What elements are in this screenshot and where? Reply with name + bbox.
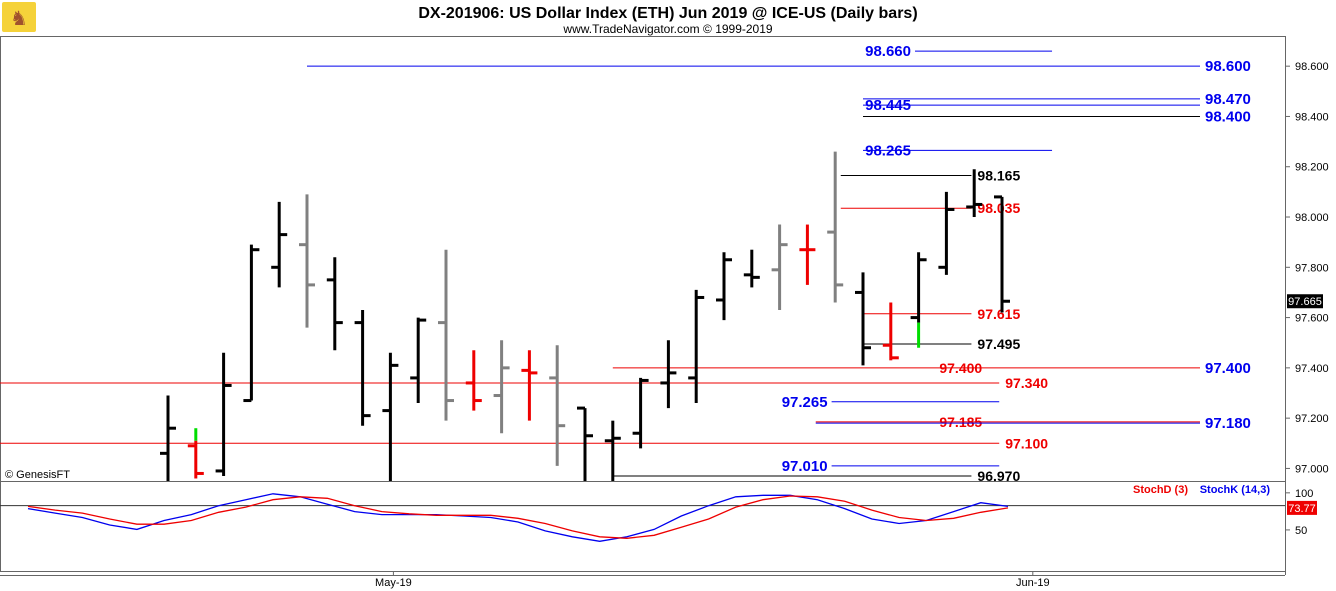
ohlc-bar <box>743 249 760 288</box>
ohlc-bar <box>966 169 983 218</box>
level-label: 98.660 <box>865 43 911 60</box>
price-tick-label: 98.000 <box>1295 212 1329 224</box>
ohlc-bar <box>577 406 593 481</box>
level-label: 97.495 <box>977 336 1020 352</box>
level-label: 97.400 <box>939 360 982 376</box>
ohlc-bar <box>465 350 482 411</box>
stoch-line-blue <box>27 493 1009 542</box>
price-tick-label: 97.600 <box>1295 313 1329 325</box>
level-label: 98.470 <box>1205 91 1251 108</box>
ohlc-bar <box>160 395 176 481</box>
ohlc-bar <box>855 272 871 366</box>
date-tick-label: May-19 <box>375 577 412 589</box>
price-panel-frame <box>0 36 1286 482</box>
price-tick-label: 98.200 <box>1295 162 1329 174</box>
ohlc-bar <box>354 310 371 426</box>
ohlc-bar <box>243 244 260 403</box>
price-tick-label: 97.400 <box>1295 363 1329 375</box>
stoch-tick-label: 100 <box>1295 488 1313 500</box>
level-label: 97.340 <box>1005 375 1048 391</box>
ohlc-bar <box>771 224 788 311</box>
ohlc-bar <box>994 195 1010 313</box>
level-label: 97.100 <box>1005 435 1048 451</box>
stochastic-last-label: 73.77 <box>1288 503 1316 515</box>
ohlc-bar <box>187 428 204 479</box>
level-label: 96.970 <box>977 468 1020 484</box>
stochastic-last-marker: 73.77 <box>1287 500 1317 515</box>
ohlc-bar <box>438 249 454 421</box>
legend-stochd: StochD (3) <box>1133 484 1188 496</box>
level-label: 97.180 <box>1205 415 1251 432</box>
price-tick-label: 98.400 <box>1295 111 1329 123</box>
stochastic-oscillator: 100 50 <box>0 488 1313 542</box>
ohlc-bar <box>882 302 899 361</box>
trade-navigator-logo: ♞ <box>2 2 36 32</box>
ohlc-bar <box>382 352 399 481</box>
level-label: 98.600 <box>1205 58 1251 75</box>
ohlc-bar <box>493 340 510 434</box>
level-label: 98.265 <box>865 142 911 159</box>
level-label: 98.035 <box>977 200 1020 216</box>
genesis-credit: © GenesisFT <box>5 469 70 481</box>
ohlc-bar <box>910 252 927 348</box>
ohlc-bar <box>716 252 732 321</box>
ohlc-bar <box>326 257 343 351</box>
ohlc-bar <box>632 377 649 449</box>
ohlc-bar <box>938 191 955 275</box>
stoch-tick-label: 50 <box>1295 525 1307 537</box>
level-label: 97.010 <box>782 458 828 475</box>
ohlc-bar <box>215 352 232 476</box>
ohlc-bar <box>604 420 621 481</box>
ohlc-bar <box>688 289 705 404</box>
level-label: 97.185 <box>939 414 982 430</box>
ohlc-bar <box>271 201 288 288</box>
date-axis: May-19 Jun-19 <box>0 571 1285 589</box>
stochastic-panel-frame <box>0 481 1286 572</box>
price-bars <box>160 151 1010 481</box>
stoch-line-red <box>27 495 1009 539</box>
ohlc-bar <box>521 350 538 421</box>
last-price-label: 97.665 <box>1288 296 1322 308</box>
ohlc-bar <box>549 345 566 466</box>
last-price-marker: 97.665 <box>1287 294 1323 309</box>
chart-subtitle: www.TradeNavigator.com © 1999-2019 <box>562 22 772 36</box>
price-tick-label: 97.200 <box>1295 413 1329 425</box>
ohlc-bar <box>299 194 315 328</box>
level-label: 97.400 <box>1205 360 1251 377</box>
svg-text:♞: ♞ <box>10 6 28 30</box>
price-tick-label: 98.600 <box>1295 61 1329 73</box>
date-tick-label: Jun-19 <box>1016 577 1050 589</box>
price-tick-label: 97.800 <box>1295 262 1329 274</box>
level-label: 97.265 <box>782 394 828 411</box>
ohlc-bar <box>410 317 427 404</box>
price-tick-label: 97.000 <box>1295 463 1329 475</box>
level-label: 98.445 <box>865 97 911 114</box>
level-label: 98.400 <box>1205 108 1251 125</box>
level-label: 98.165 <box>977 168 1020 184</box>
support-resistance-levels: 98.660 98.600 98.470 98.445 98.400 98.265 98.1… <box>0 43 1251 484</box>
price-axis: 97.000 97.200 97.400 97.600 97.800 98.000 98.2… <box>1285 61 1329 475</box>
level-label: 97.615 <box>977 306 1020 322</box>
chart-title: DX-201906: US Dollar Index (ETH) Jun 201… <box>418 5 917 22</box>
ohlc-bar <box>827 151 844 303</box>
ohlc-bar <box>660 340 677 409</box>
ohlc-bar <box>799 224 816 285</box>
legend-stochk: StochK (14,3) <box>1200 484 1271 496</box>
